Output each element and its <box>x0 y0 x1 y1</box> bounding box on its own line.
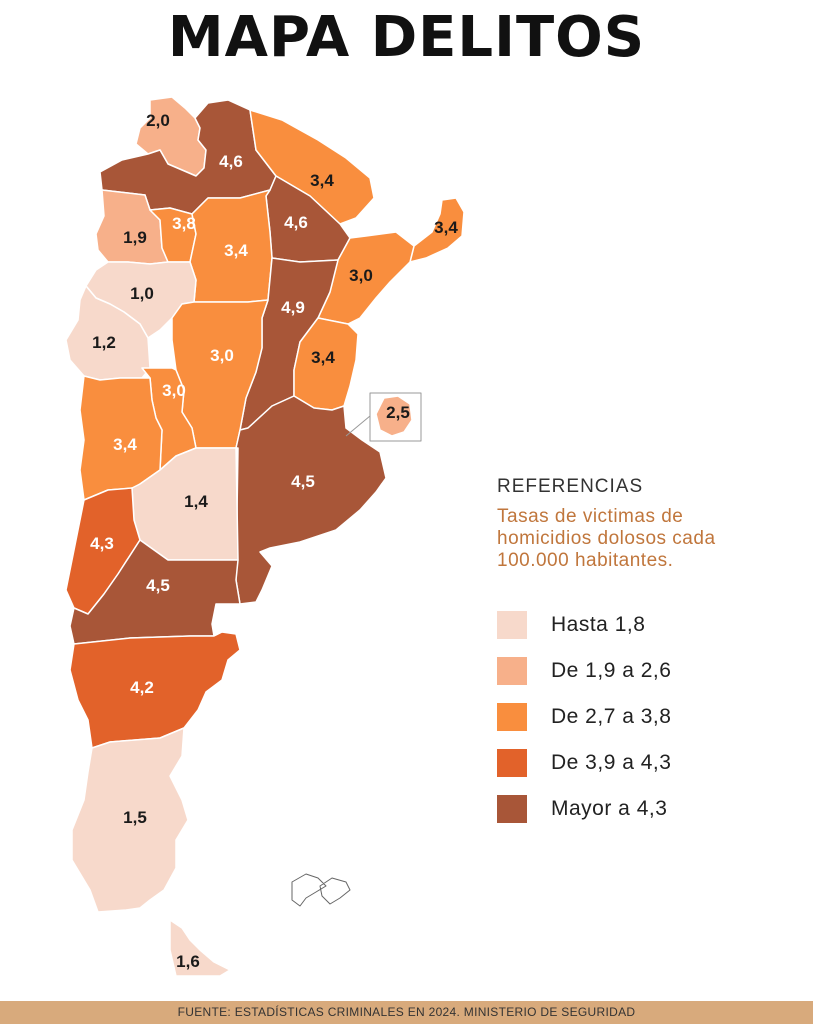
region-value-label: 2,5 <box>386 403 410 422</box>
region-caba <box>375 395 413 437</box>
region-value-label: 1,6 <box>176 952 200 971</box>
region-value-label: 1,9 <box>123 228 147 247</box>
region-value-label: 3,0 <box>349 266 373 285</box>
malvinas-islands <box>291 873 351 907</box>
region-value-label: 3,0 <box>210 346 234 365</box>
region-buenosaires <box>235 395 387 605</box>
legend-label: Mayor a 4,3 <box>551 797 668 820</box>
legend-item-mayor-4-3: Mayor a 4,3 <box>497 786 797 832</box>
legend-subtitle-line: homicidios dolosos cada <box>497 528 716 549</box>
legend-item-3-9-a-4-3: De 3,9 a 4,3 <box>497 740 797 786</box>
region-value-label: 4,2 <box>130 678 154 697</box>
region-value-label: 3,4 <box>434 218 458 237</box>
region-tierradelfuego <box>169 919 231 977</box>
region-value-label: 1,4 <box>184 492 208 511</box>
region-formosa <box>249 109 375 225</box>
region-value-label: 2,0 <box>146 111 170 130</box>
argentina-map: 2,0 4,6 3,4 4,6 3,4 1,9 3,8 3,4 3,0 1,0 4,9 1,2 3,0 3… <box>65 96 465 977</box>
region-value-label: 1,5 <box>123 808 147 827</box>
region-value-label: 3,8 <box>172 214 196 233</box>
region-value-label: 3,0 <box>162 381 186 400</box>
region-value-label: 4,5 <box>146 576 170 595</box>
page-title: MAPA DELITOS <box>167 5 646 70</box>
region-santacruz <box>71 727 189 913</box>
region-value-label: 1,0 <box>130 284 154 303</box>
region-value-label: 3,4 <box>113 435 137 454</box>
region-value-label: 3,4 <box>310 171 334 190</box>
legend-heading: REFERENCIAS <box>497 476 644 497</box>
legend-label: Hasta 1,8 <box>551 613 646 636</box>
region-misiones <box>409 197 465 263</box>
legend-subtitle: Tasas de victimas de homicidios dolosos … <box>497 506 797 572</box>
legend-item-1-9-a-2-6: De 1,9 a 2,6 <box>497 648 797 694</box>
region-value-label: 4,6 <box>219 152 243 171</box>
legend-label: De 1,9 a 2,6 <box>551 659 672 682</box>
source-footer: FUENTE: ESTADÍSTICAS CRIMINALES EN 2024.… <box>0 1001 813 1024</box>
region-value-label: 3,4 <box>311 348 335 367</box>
region-value-label: 4,3 <box>90 534 114 553</box>
legend-label: De 3,9 a 4,3 <box>551 751 672 774</box>
region-chubut <box>69 631 241 749</box>
legend-swatch <box>497 611 527 639</box>
region-value-label: 4,9 <box>281 298 305 317</box>
region-value-label: 4,5 <box>291 472 315 491</box>
legend-swatch <box>497 795 527 823</box>
legend-subtitle-line: Tasas de victimas de <box>497 506 684 527</box>
legend-swatch <box>497 657 527 685</box>
legend-subtitle-line: 100.000 habitantes. <box>497 550 674 571</box>
legend-item-hasta-1-8: Hasta 1,8 <box>497 602 797 648</box>
legend-item-2-7-a-3-8: De 2,7 a 3,8 <box>497 694 797 740</box>
legend-swatch <box>497 749 527 777</box>
legend-label: De 2,7 a 3,8 <box>551 705 672 728</box>
region-value-label: 1,2 <box>92 333 116 352</box>
region-value-label: 4,6 <box>284 213 308 232</box>
caba-pointer-line <box>345 415 371 437</box>
legend-swatch <box>497 703 527 731</box>
region-value-label: 3,4 <box>224 241 248 260</box>
legend: REFERENCIAS Tasas de victimas de homicid… <box>497 476 797 832</box>
